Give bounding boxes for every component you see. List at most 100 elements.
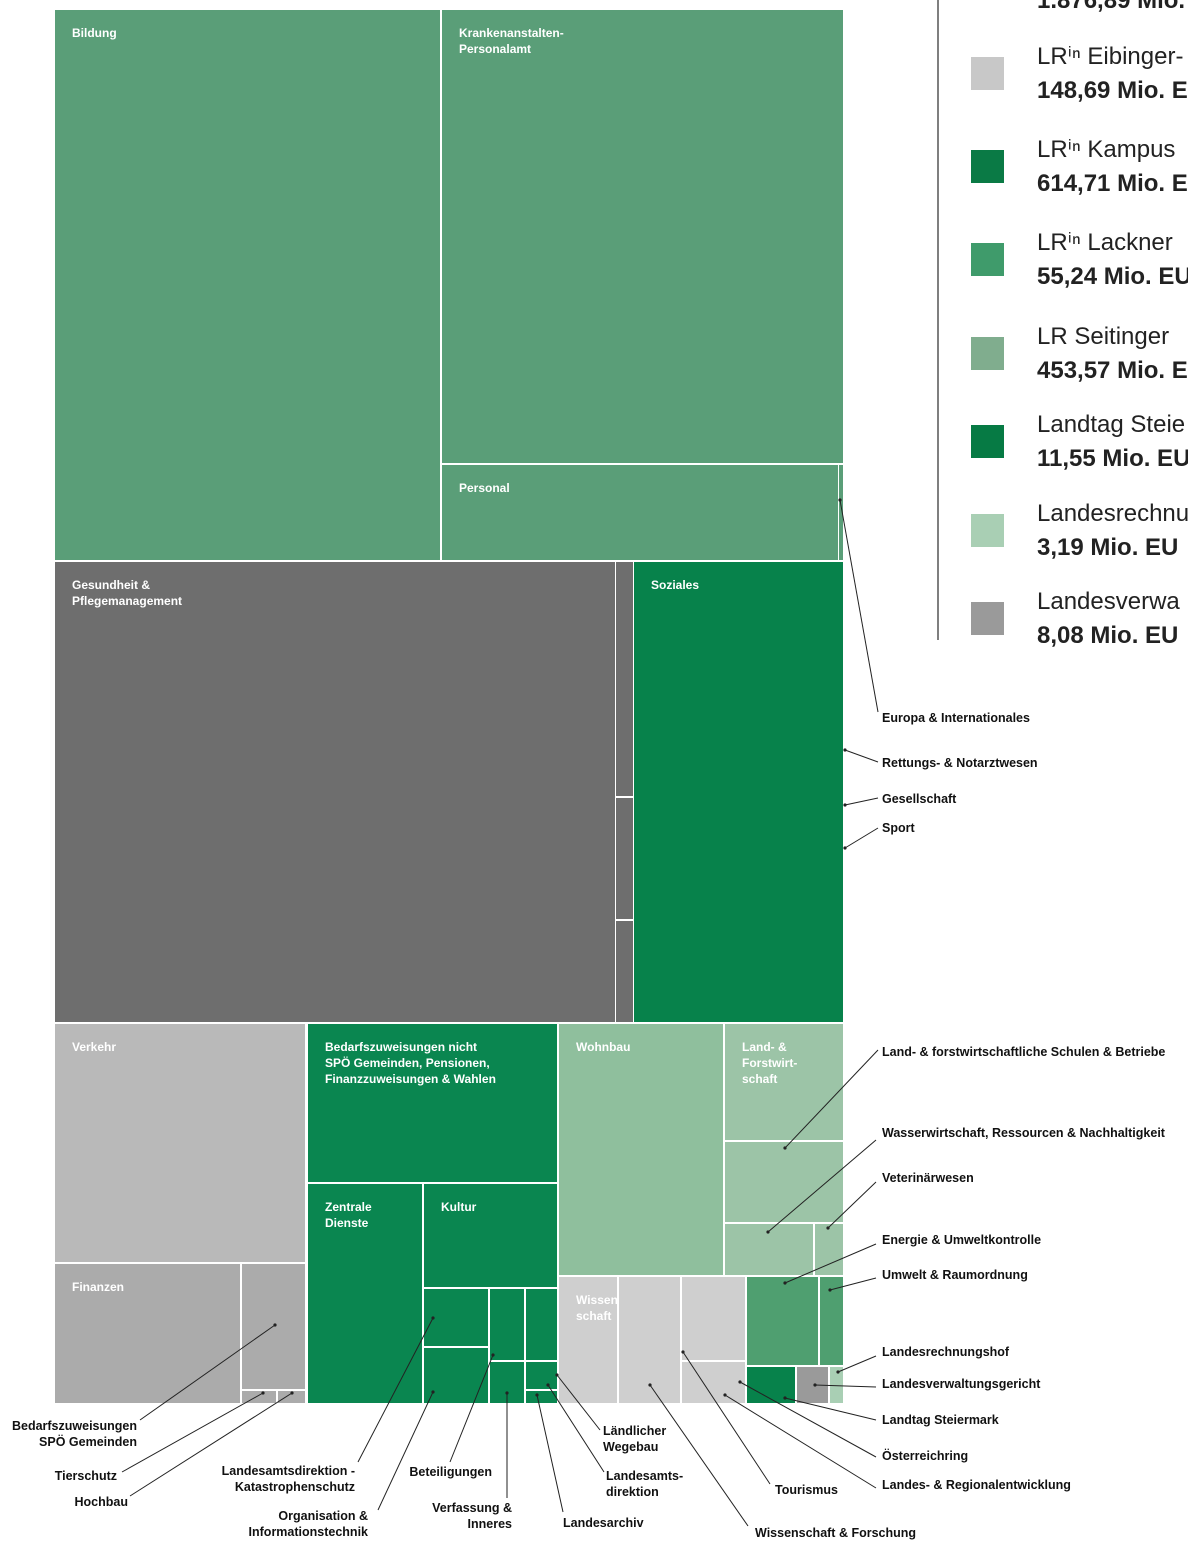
leader-line	[827, 1181, 877, 1229]
cell-label: Verkehr	[72, 1040, 116, 1054]
leader-dot	[431, 1316, 435, 1320]
treemap-cell	[308, 1184, 422, 1403]
treemap-cell	[526, 1289, 557, 1360]
legend-name: LRⁱⁿ Eibinger-	[1037, 43, 1183, 70]
cell-label: Kultur	[441, 1200, 477, 1214]
treemap-cell	[725, 1142, 843, 1222]
callout-label: direktion	[606, 1485, 659, 1499]
legend-value: 453,57 Mio. E	[1037, 357, 1188, 384]
legend-value: 148,69 Mio. E	[1037, 77, 1188, 104]
legend-value: 11,55 Mio. EU	[1037, 445, 1188, 472]
treemap-cell	[815, 1224, 843, 1275]
callout-label: Organisation &	[278, 1509, 368, 1523]
cell-label: Finanzen	[72, 1280, 124, 1294]
callout-label: Europa & Internationales	[882, 711, 1030, 725]
legend-swatch	[971, 243, 1004, 276]
treemap-cell	[424, 1184, 557, 1287]
treemap-cell	[308, 1024, 557, 1182]
callout-label: Sport	[882, 821, 915, 835]
cell-label: schaft	[742, 1072, 777, 1086]
callout-label: Informationstechnik	[249, 1525, 369, 1539]
cell-label: Personalamt	[459, 42, 531, 56]
treemap-cell	[616, 798, 633, 919]
legend-swatch	[971, 602, 1004, 635]
treemap-cell	[634, 562, 843, 1022]
legend-value: 614,71 Mio. E	[1037, 170, 1188, 197]
treemap-cell	[424, 1348, 488, 1403]
leader-line	[844, 797, 879, 806]
leader-dot	[826, 1226, 830, 1230]
callout-label: Rettungs- & Notarztwesen	[882, 756, 1038, 770]
callout-label: Landesverwaltungsgericht	[882, 1377, 1041, 1391]
callout-label: Land- & forstwirtschaftliche Schulen & B…	[882, 1045, 1165, 1059]
treemap-cell	[725, 1024, 843, 1140]
leader-dot	[723, 1393, 727, 1397]
leader-dot	[838, 498, 842, 502]
leader-dot	[648, 1383, 652, 1387]
callout-label: Landesarchiv	[563, 1516, 644, 1530]
treemap-cell	[747, 1367, 795, 1403]
leader-line	[556, 1374, 601, 1431]
callout-label: Wissenschaft & Forschung	[755, 1526, 916, 1540]
leader-dot	[843, 846, 847, 850]
treemap-cell	[616, 921, 633, 1022]
leader-line	[814, 1384, 877, 1388]
legend-value: 8,08 Mio. EU	[1037, 622, 1178, 649]
treemap-cell	[682, 1362, 745, 1403]
callout-label: Landesrechnungshof	[882, 1345, 1010, 1359]
leader-dot	[681, 1350, 685, 1354]
cell-label: Personal	[459, 481, 510, 495]
callout-label: Wasserwirtschaft, Ressourcen & Nachhalti…	[882, 1126, 1166, 1140]
callout-label: SPÖ Gemeinden	[39, 1434, 137, 1449]
cell-label: Soziales	[651, 578, 699, 592]
cell-label: Finanzzuweisungen & Wahlen	[325, 1072, 496, 1086]
legend-value: 55,24 Mio. EU	[1037, 263, 1188, 290]
leader-dot	[828, 1288, 832, 1292]
leader-dot	[505, 1391, 509, 1395]
leader-line	[784, 1397, 877, 1421]
legend-name: Landtag Steie	[1037, 411, 1185, 438]
leader-dot	[738, 1380, 742, 1384]
leader-line	[837, 1355, 877, 1373]
leader-line	[839, 499, 879, 713]
callout-label: Verfassung &	[432, 1501, 512, 1515]
cell-label: Wissen-	[576, 1293, 622, 1307]
leader-line	[536, 1394, 564, 1513]
treemap-cell	[526, 1362, 557, 1389]
callout-label: Wegebau	[603, 1440, 658, 1454]
legend-swatch	[971, 337, 1004, 370]
leader-dot	[783, 1396, 787, 1400]
leader-dot	[836, 1370, 840, 1374]
legend-name: LR Seitinger	[1037, 323, 1169, 350]
callout-label: Umwelt & Raumordnung	[882, 1268, 1028, 1282]
legend-name: LRⁱⁿ Kampus	[1037, 136, 1175, 163]
leader-line	[377, 1391, 434, 1511]
leader-dot	[843, 803, 847, 807]
callout-label: Katastrophenschutz	[235, 1480, 355, 1494]
callout-label: Landesamts-	[606, 1469, 683, 1483]
treemap-cell	[242, 1391, 276, 1403]
leader-line	[829, 1277, 877, 1291]
callout-label: Landes- & Regionalentwicklung	[882, 1478, 1071, 1492]
cell-label: Dienste	[325, 1216, 369, 1230]
treemap-cell	[747, 1277, 818, 1365]
legend-value: 3,19 Mio. EU	[1037, 534, 1178, 561]
treemap-cell	[559, 1024, 723, 1275]
leader-line	[547, 1384, 605, 1473]
cell-label: Bildung	[72, 26, 117, 40]
treemap-cell	[55, 1024, 305, 1262]
leader-line	[767, 1139, 877, 1233]
cell-label: Gesundheit &	[72, 578, 150, 592]
leader-dot	[843, 748, 847, 752]
leader-dot	[783, 1146, 787, 1150]
treemap-cell	[682, 1277, 745, 1360]
treemap-cell	[820, 1277, 843, 1365]
callout-label: Österreichring	[882, 1448, 968, 1463]
leader-dot	[555, 1373, 559, 1377]
legend-name: LRⁱⁿ Lackner	[1037, 229, 1173, 256]
treemap-cell	[619, 1277, 680, 1403]
leader-line	[784, 1049, 879, 1149]
cell-label: Forstwirt-	[742, 1056, 797, 1070]
legend-value: 1.876,89 Mio.	[1037, 0, 1185, 14]
